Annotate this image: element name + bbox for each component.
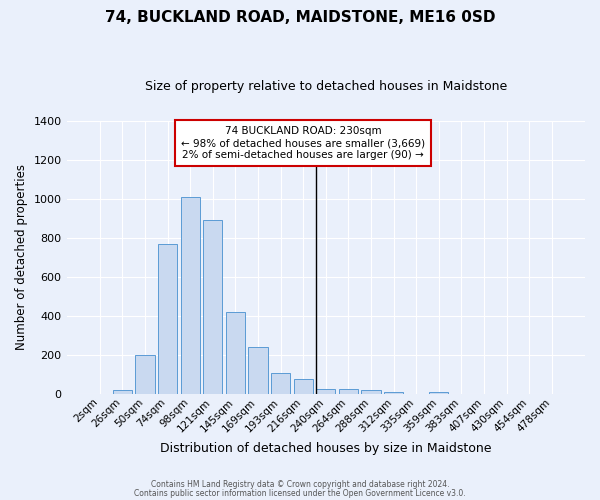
Bar	[384, 392, 403, 394]
Bar	[429, 392, 448, 394]
Bar	[181, 196, 200, 394]
Bar	[136, 355, 155, 394]
Bar	[203, 220, 223, 394]
Y-axis label: Number of detached properties: Number of detached properties	[15, 164, 28, 350]
Bar	[158, 244, 177, 394]
Text: 74 BUCKLAND ROAD: 230sqm
← 98% of detached houses are smaller (3,669)
2% of semi: 74 BUCKLAND ROAD: 230sqm ← 98% of detach…	[181, 126, 425, 160]
Bar	[293, 380, 313, 394]
Bar	[113, 390, 132, 394]
Text: Contains public sector information licensed under the Open Government Licence v3: Contains public sector information licen…	[134, 489, 466, 498]
Title: Size of property relative to detached houses in Maidstone: Size of property relative to detached ho…	[145, 80, 507, 93]
Bar	[226, 312, 245, 394]
Bar	[361, 390, 380, 394]
Text: Contains HM Land Registry data © Crown copyright and database right 2024.: Contains HM Land Registry data © Crown c…	[151, 480, 449, 489]
Bar	[316, 389, 335, 394]
Text: 74, BUCKLAND ROAD, MAIDSTONE, ME16 0SD: 74, BUCKLAND ROAD, MAIDSTONE, ME16 0SD	[105, 10, 495, 25]
Bar	[248, 347, 268, 394]
Bar	[339, 388, 358, 394]
Bar	[271, 372, 290, 394]
X-axis label: Distribution of detached houses by size in Maidstone: Distribution of detached houses by size …	[160, 442, 491, 455]
